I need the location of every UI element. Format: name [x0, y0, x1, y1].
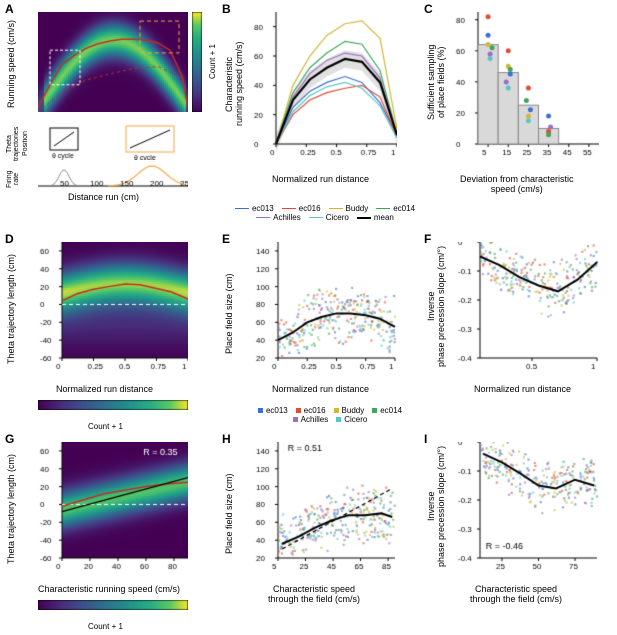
legend-dot-Buddy: Buddy [334, 406, 365, 415]
C-ylabel: Sufficient sampling of place fields (%) [426, 22, 446, 142]
I-xlabel: Characteristic speed through the field (… [470, 584, 562, 604]
E-ylabel: Place field size (cm) [224, 254, 234, 374]
A-cbar-label: Count + 1 [208, 22, 217, 102]
panel-G [38, 442, 188, 572]
label-E: E [222, 232, 230, 246]
legend-dot-ec013: ec013 [258, 406, 288, 415]
legend-item-Achilles: Achilles [256, 213, 301, 222]
I-ylabel: Inverse phase precession slope (cm/°) [426, 440, 446, 572]
label-B: B [222, 2, 231, 16]
label-H: H [222, 432, 231, 446]
B-xlabel: Normalized run distance [272, 174, 369, 184]
legend-item-mean: mean [357, 213, 394, 222]
panel-A-heatmap [38, 12, 188, 112]
panel-D-colorbar [38, 400, 188, 410]
legend-item-Cicero: Cicero [309, 213, 349, 222]
legend-item-ec016: ec016 [282, 204, 321, 213]
A-xlabel: Distance run (cm) [68, 192, 139, 202]
panel-B [252, 12, 397, 162]
A-fr-label: Firing rate [6, 164, 20, 194]
panel-I [454, 442, 599, 572]
panel-A-theta [38, 124, 188, 160]
panel-H [252, 442, 397, 572]
panel-A-firing [38, 164, 188, 190]
G-ylabel: Theta trajectory length (cm) [6, 444, 16, 574]
legend-dot-Achilles: Achilles [293, 415, 329, 424]
B-ylabel: Characteristic running speed (cm/s) [224, 24, 244, 144]
D-cbar-label: Count + 1 [88, 422, 123, 431]
label-C: C [424, 2, 433, 16]
panel-D [38, 242, 188, 372]
panel-E [252, 242, 397, 372]
legend-item-ec014: ec014 [376, 204, 415, 213]
D-ylabel: Theta trajectory length (cm) [6, 244, 16, 374]
legend-dot-ec016: ec016 [296, 406, 326, 415]
G-cbar-label: Count + 1 [88, 622, 123, 631]
legend-dot-ec014: ec014 [372, 406, 402, 415]
D-xlabel: Normalized run distance [56, 384, 153, 394]
H-xlabel: Characteristic speed through the field (… [268, 584, 360, 604]
A-theta-ylabel: Position [22, 124, 29, 164]
legend-dot-Cicero: Cicero [336, 415, 367, 424]
legend-item-ec013: ec013 [235, 204, 274, 213]
panel-C [454, 12, 599, 162]
A-ylabel: Running speed (cm/s) [6, 14, 16, 114]
G-xlabel: Characteristic running speed (cm/s) [38, 584, 180, 594]
H-ylabel: Place field size (cm) [224, 454, 234, 574]
legend-subjects-scatter: ec013 ec016 Buddy ec014 Achilles Cicero [240, 406, 420, 424]
F-xlabel: Normalized run distance [474, 384, 571, 394]
A-theta-label: Theta trajectories [6, 124, 20, 164]
panel-F [454, 242, 599, 372]
legend-item-Buddy: Buddy [329, 204, 369, 213]
legend-subjects-lines: ec013 ec016 Buddy ec014 Achilles Cicero mean [220, 204, 430, 222]
panel-A-colorbar [192, 12, 202, 112]
C-xlabel: Deviation from characteristic speed (cm/… [460, 174, 574, 194]
panel-G-colorbar [38, 600, 188, 610]
F-ylabel: Inverse phase precession slope (cm/°) [426, 240, 446, 372]
E-xlabel: Normalized run distance [272, 384, 369, 394]
